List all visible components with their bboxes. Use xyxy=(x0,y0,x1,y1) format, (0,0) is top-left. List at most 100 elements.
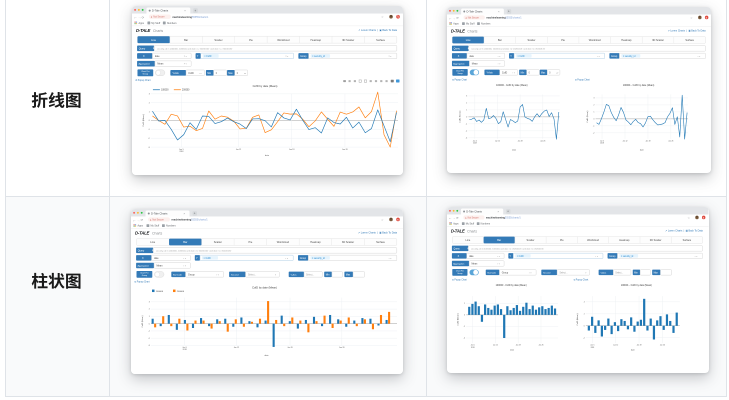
svg-text:× ▾: × ▾ xyxy=(697,55,700,58)
svg-text:0: 0 xyxy=(593,118,594,120)
svg-text:↗ Lorem Charts | ▣ Back To D: ↗ Lorem Charts | ▣ Back To Data xyxy=(667,29,706,32)
svg-text:×: × xyxy=(497,209,499,213)
svg-text:× ▾: × ▾ xyxy=(285,256,288,259)
svg-text:× ▾: × ▾ xyxy=(199,72,202,75)
svg-text:Surface: Surface xyxy=(376,240,385,244)
svg-text:D-TALE: D-TALE xyxy=(136,28,150,33)
svg-text:Numbers: Numbers xyxy=(167,22,177,25)
svg-text:-2: -2 xyxy=(465,130,467,132)
svg-text:× CofD: × CofD xyxy=(204,256,212,259)
svg-text:Barmode: Barmode xyxy=(487,272,496,274)
svg-text:Group: Group xyxy=(457,73,462,75)
svg-text:Mean: Mean xyxy=(157,63,164,66)
svg-text:▲ Not Secure: ▲ Not Secure xyxy=(465,216,480,219)
svg-text:Pie: Pie xyxy=(249,38,253,42)
svg-text:CofD: CofD xyxy=(188,72,194,75)
svg-text:☆: ☆ xyxy=(381,217,384,221)
svg-text:▲ Not Secure: ▲ Not Secure xyxy=(464,16,479,19)
svg-text:date: date xyxy=(265,154,270,157)
svg-text:security_id in (100000, 100001: security_id in (100000, 100001) and date… xyxy=(157,47,233,50)
svg-text:Jan 26: Jan 26 xyxy=(539,345,544,347)
svg-text::55555/charts/1: :55555/charts/1 xyxy=(504,217,521,220)
svg-text:Query: Query xyxy=(453,47,460,50)
svg-text:2: 2 xyxy=(149,308,150,310)
svg-text:My Stuff: My Stuff xyxy=(466,223,475,226)
svg-text:↗ Lorem Charts | ▣ Back To D: ↗ Lorem Charts | ▣ Back To Data xyxy=(358,29,397,32)
svg-text:2: 2 xyxy=(466,103,467,105)
svg-text:Chart Per: Chart Per xyxy=(455,70,463,73)
svg-text:⟳: ⟳ xyxy=(456,216,459,220)
svg-text:Apps: Apps xyxy=(138,22,144,25)
svg-text:0: 0 xyxy=(584,325,585,327)
svg-text:X: X xyxy=(143,55,145,58)
svg-text:3: 3 xyxy=(466,96,467,98)
svg-text:Chart Per: Chart Per xyxy=(140,271,149,274)
svg-text:3: 3 xyxy=(593,98,594,100)
svg-text:× ▾: × ▾ xyxy=(285,55,288,58)
svg-text:Jan 5: Jan 5 xyxy=(472,141,476,143)
svg-text:security_id in (100000, 100001: security_id in (100000, 100001) and date… xyxy=(471,247,544,250)
svg-text:× ▾: × ▾ xyxy=(695,255,698,258)
svg-text:Pie: Pie xyxy=(249,240,253,244)
svg-text:× ▾: × ▾ xyxy=(512,71,515,74)
svg-text:Wordcloud: Wordcloud xyxy=(277,38,290,42)
svg-text:Jan 19: Jan 19 xyxy=(289,149,294,151)
svg-text:+: + xyxy=(507,210,509,214)
svg-text:date: date xyxy=(510,349,515,352)
svg-text:× ▾: × ▾ xyxy=(497,255,500,258)
svg-text:0: 0 xyxy=(149,323,150,325)
svg-text:× ▾: × ▾ xyxy=(389,55,392,58)
svg-text:2: 2 xyxy=(584,313,585,315)
svg-text:Y-Axis: Y-Axis xyxy=(486,71,493,74)
svg-text:⧉ Popup Chart: ⧉ Popup Chart xyxy=(575,79,590,82)
svg-text:Jan 5: Jan 5 xyxy=(179,149,183,151)
svg-text:× CofD: × CofD xyxy=(204,55,211,58)
svg-text:Jan 26: Jan 26 xyxy=(668,141,673,143)
svg-text:-2: -2 xyxy=(583,337,585,339)
svg-text:Jan 19: Jan 19 xyxy=(517,141,522,143)
svg-text:Group: Group xyxy=(609,255,616,258)
svg-text:-2: -2 xyxy=(464,326,466,328)
svg-text:Pie: Pie xyxy=(560,239,564,242)
svg-text:Query: Query xyxy=(138,249,145,252)
svg-text:× ▾: × ▾ xyxy=(389,256,392,259)
svg-text:☆: ☆ xyxy=(690,16,693,20)
svg-text:☆: ☆ xyxy=(687,216,690,220)
svg-text:Jan 5: Jan 5 xyxy=(600,141,604,143)
svg-text:× ▾: × ▾ xyxy=(183,264,186,267)
svg-text:⧉ Popup Chart: ⧉ Popup Chart xyxy=(452,278,467,281)
svg-text:Jan 19: Jan 19 xyxy=(637,345,642,347)
svg-text:Numbers: Numbers xyxy=(166,224,176,227)
svg-text:3D Scatter: 3D Scatter xyxy=(342,240,354,244)
svg-text:1: 1 xyxy=(149,316,150,318)
svg-text:▲ Not Secure: ▲ Not Secure xyxy=(150,218,165,221)
svg-text:Jan 19: Jan 19 xyxy=(645,141,650,143)
svg-text:Scatter: Scatter xyxy=(527,239,535,242)
svg-text:Chart Per: Chart Per xyxy=(456,270,464,273)
svg-text:▾: ▾ xyxy=(275,273,276,276)
svg-text:Charts: Charts xyxy=(467,229,477,233)
svg-text:date: date xyxy=(469,255,474,258)
svg-text:Max: Max xyxy=(654,272,659,274)
svg-text:-2: -2 xyxy=(148,337,150,339)
svg-text:100000: 100000 xyxy=(156,290,164,292)
svg-text:Jan 19: Jan 19 xyxy=(287,347,292,349)
svg-text:D-TALE: D-TALE xyxy=(450,28,464,33)
svg-text:My Stuff: My Stuff xyxy=(151,224,160,227)
svg-text:× ▾: × ▾ xyxy=(184,63,187,66)
svg-text:Jan 12: Jan 12 xyxy=(493,345,498,347)
svg-text:⇅: ⇅ xyxy=(397,16,399,19)
svg-text:Barmode: Barmode xyxy=(173,273,183,276)
svg-text:machinelearning: machinelearning xyxy=(486,217,506,220)
svg-text:-1: -1 xyxy=(465,123,467,125)
svg-text:←: ← xyxy=(134,15,137,19)
svg-text:Max: Max xyxy=(228,73,233,75)
svg-text:100000 - CofD by date (Mean): 100000 - CofD by date (Mean) xyxy=(496,84,528,87)
svg-text:date: date xyxy=(154,256,159,259)
svg-text:date: date xyxy=(469,55,474,58)
svg-text:Mean: Mean xyxy=(157,264,164,267)
svg-text:Group: Group xyxy=(188,273,195,276)
svg-text:× CofD: × CofD xyxy=(517,255,524,258)
svg-text:CofD (Mean): CofD (Mean) xyxy=(143,114,145,127)
svg-text:-1: -1 xyxy=(592,125,594,127)
